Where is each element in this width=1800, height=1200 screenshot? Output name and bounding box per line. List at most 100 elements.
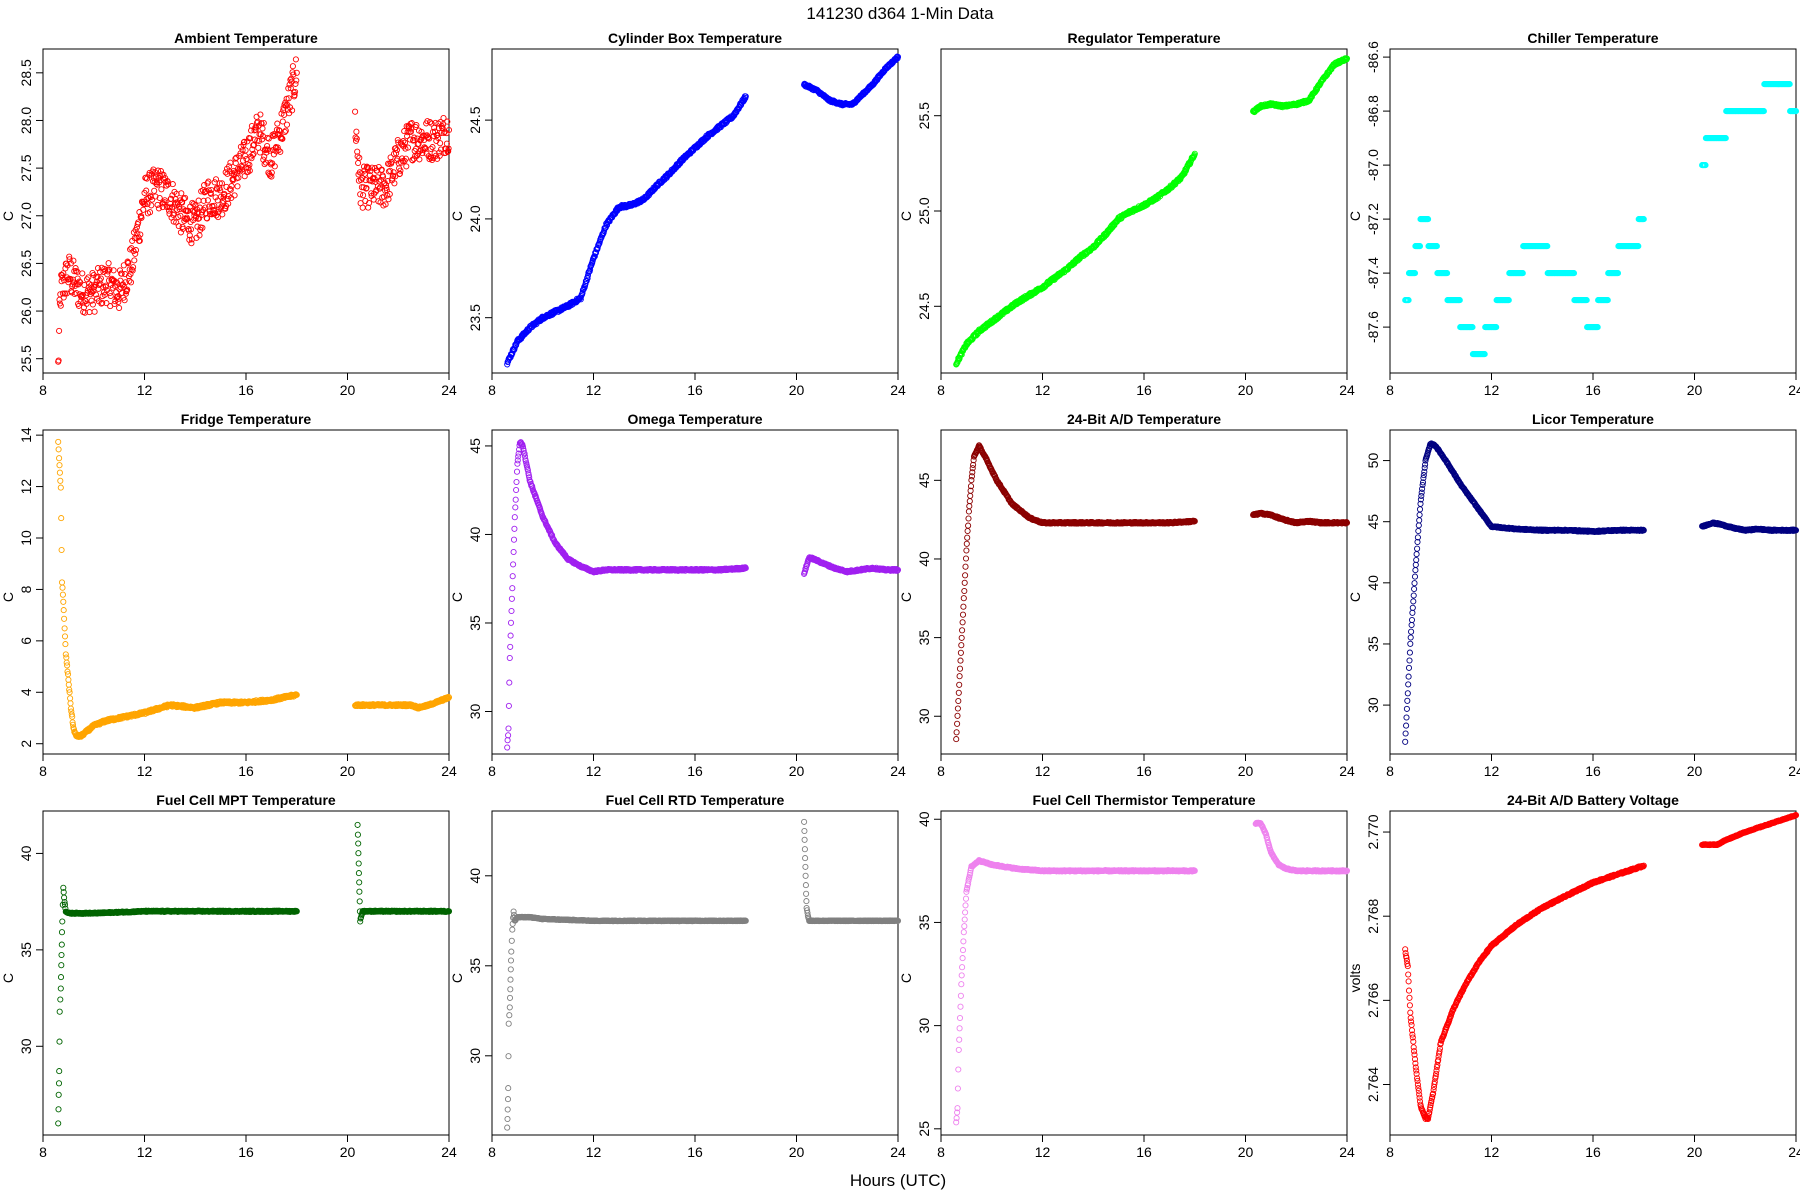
data-point (286, 104, 294, 111)
data-point (166, 204, 173, 211)
data-point (156, 194, 163, 202)
data-point (275, 147, 282, 154)
data-point (966, 503, 973, 510)
data-point (267, 161, 275, 168)
data-point (352, 108, 359, 115)
data-point (234, 183, 241, 190)
data-point (127, 246, 134, 253)
x-tick-label: 12 (1484, 382, 1500, 398)
x-tick-label: 24 (890, 763, 906, 779)
data-point (957, 649, 964, 656)
data-point (962, 563, 969, 570)
data-point (99, 299, 106, 306)
data-point (124, 286, 131, 293)
x-tick-label: 24 (1339, 382, 1355, 398)
data-point (507, 643, 514, 650)
data-point (505, 725, 512, 732)
data-point (252, 126, 259, 133)
data-point (394, 155, 401, 162)
data-point (583, 277, 590, 285)
y-tick-label: 28.5 (18, 59, 34, 86)
data-point (440, 114, 447, 122)
panel-title: Omega Temperature (627, 411, 762, 427)
data-point (246, 167, 253, 174)
data-point (964, 527, 971, 535)
data-point (291, 92, 298, 99)
data-point (56, 327, 63, 334)
y-tick-label: 35 (467, 615, 483, 631)
data-point (135, 219, 142, 226)
x-tick-label: 24 (890, 382, 906, 398)
data-point (416, 156, 423, 163)
data-point (289, 107, 296, 114)
data-point (957, 657, 964, 664)
data-point (254, 118, 261, 125)
data-point (956, 665, 964, 672)
y-tick-label: 26.5 (18, 250, 34, 277)
data-point (249, 151, 256, 159)
data-point (125, 259, 132, 266)
data-point (510, 536, 518, 543)
y-tick-label: -87.0 (1365, 149, 1381, 181)
data-point (77, 279, 84, 286)
data-point (60, 294, 67, 301)
panel-title: Cylinder Box Temperature (608, 30, 782, 46)
data-point (55, 438, 62, 445)
data-point (287, 85, 294, 92)
x-tick-label: 20 (1238, 382, 1254, 398)
data-point (110, 267, 117, 274)
data-point (965, 522, 972, 529)
data-point (257, 111, 264, 118)
data-point (222, 205, 229, 212)
data-point (105, 260, 112, 267)
data-point (954, 720, 961, 727)
data-point (274, 120, 281, 127)
data-point (507, 619, 515, 626)
data-point (63, 654, 70, 661)
data-point (60, 607, 67, 614)
data-point (958, 634, 965, 641)
data-point (963, 547, 970, 554)
x-tick-label: 8 (39, 763, 47, 779)
panel-title: Regulator Temperature (1068, 30, 1221, 46)
data-point (263, 149, 270, 156)
x-tick-label: 8 (488, 382, 496, 398)
data-point (173, 190, 180, 197)
data-point (137, 231, 144, 238)
data-point (66, 253, 73, 260)
y-tick-label: -87.2 (1365, 203, 1381, 235)
data-point (401, 139, 409, 146)
data-point (216, 180, 223, 187)
data-point (281, 128, 288, 136)
data-point (59, 584, 66, 591)
y-tick-label: 25.5 (18, 345, 34, 372)
data-point (224, 195, 231, 202)
data-point (82, 298, 89, 305)
data-point (76, 278, 83, 285)
data-point (363, 184, 370, 192)
data-point (365, 164, 372, 171)
data-point (190, 200, 197, 208)
data-point (70, 257, 77, 264)
data-point (259, 125, 266, 132)
data-point (582, 280, 589, 287)
data-point (268, 173, 275, 180)
data-point (384, 178, 391, 185)
plot-frame (42, 48, 450, 374)
data-point (409, 157, 416, 164)
data-point (66, 256, 73, 263)
data-point (134, 230, 141, 237)
data-point (131, 257, 138, 264)
data-point (227, 186, 234, 193)
data-point (387, 167, 394, 174)
data-point (379, 173, 387, 180)
data-point (113, 279, 121, 286)
data-point (222, 169, 229, 176)
data-point (272, 132, 279, 139)
y-tick-label: 35 (916, 630, 932, 646)
data-point (404, 133, 411, 140)
data-point (955, 697, 962, 705)
data-point (958, 642, 965, 649)
